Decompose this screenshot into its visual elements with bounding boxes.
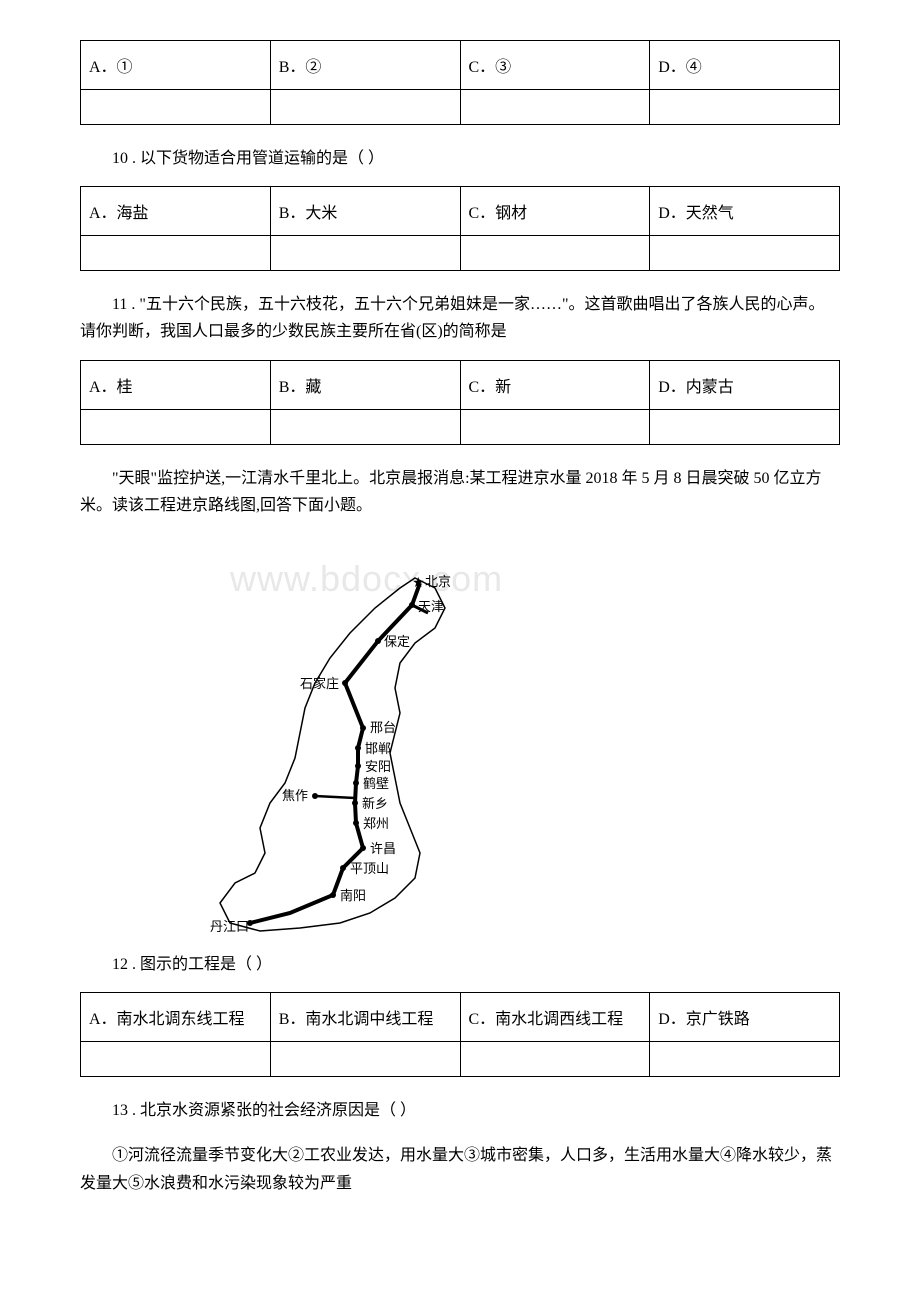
city-hebi: 鹤壁 — [363, 776, 389, 791]
q11-blank-b — [270, 409, 460, 444]
city-xingtai: 邢台 — [370, 720, 396, 735]
q9-blank-b — [270, 90, 460, 125]
q10-text: 10 . 以下货物适合用管道运输的是（ ） — [80, 145, 840, 172]
city-danjiangkou: 丹江口 — [210, 919, 249, 933]
q10-option-b: B．大米 — [270, 187, 460, 236]
q9-options-table: A．① B．② C．③ D．④ — [80, 40, 840, 125]
q11-option-a: A．桂 — [81, 360, 271, 409]
q11-blank-c — [460, 409, 650, 444]
route-map: www.bdocx.com ★ 北京 天津 保定 — [200, 533, 470, 933]
city-tianjin: 天津 — [418, 599, 444, 614]
city-nanyang: 南阳 — [340, 888, 366, 903]
q12-option-c: C．南水北调西线工程 — [460, 993, 650, 1042]
city-shijiazhuang: 石家庄 — [300, 676, 339, 691]
q12-blank-a — [81, 1042, 271, 1077]
q12-blank-d — [650, 1042, 840, 1077]
q10-blank-d — [650, 236, 840, 271]
city-xuchang: 许昌 — [370, 841, 396, 856]
q12-options-table: A．南水北调东线工程 B．南水北调中线工程 C．南水北调西线工程 D．京广铁路 — [80, 992, 840, 1077]
q11-text: 11 . "五十六个民族，五十六枝花，五十六个兄弟姐妹是一家……"。这首歌曲唱出… — [80, 291, 840, 345]
q13-text: 13 . 北京水资源紧张的社会经济原因是（ ） — [80, 1097, 840, 1124]
q9-option-c: C．③ — [460, 41, 650, 90]
svg-text:★: ★ — [412, 576, 425, 591]
city-baoding: 保定 — [384, 634, 410, 649]
q9-blank-c — [460, 90, 650, 125]
passage-text: "天眼"监控护送,一江清水千里北上。北京晨报消息:某工程进京水量 2018 年 … — [80, 465, 840, 519]
q11-option-c: C．新 — [460, 360, 650, 409]
q12-option-a: A．南水北调东线工程 — [81, 993, 271, 1042]
city-anyang: 安阳 — [365, 759, 391, 774]
q9-blank-d — [650, 90, 840, 125]
q11-option-d: D．内蒙古 — [650, 360, 840, 409]
q11-option-b: B．藏 — [270, 360, 460, 409]
map-svg: ★ 北京 天津 保定 石家庄 邢台 邯郸 安阳 鹤壁 焦作 新乡 郑州 许昌 平… — [200, 533, 470, 933]
q9-option-d: D．④ — [650, 41, 840, 90]
city-zhengzhou: 郑州 — [363, 816, 389, 831]
q9-option-b: B．② — [270, 41, 460, 90]
q10-option-a: A．海盐 — [81, 187, 271, 236]
q13-sub: ①河流径流量季节变化大②工农业发达，用水量大③城市密集，人口多，生活用水量大④降… — [80, 1142, 840, 1196]
q12-blank-b — [270, 1042, 460, 1077]
city-pingdingshan: 平顶山 — [350, 861, 389, 876]
q12-text: 12 . 图示的工程是（ ） — [80, 951, 840, 978]
q10-options-table: A．海盐 B．大米 C．钢材 D．天然气 — [80, 186, 840, 271]
q10-option-d: D．天然气 — [650, 187, 840, 236]
city-jiaozuo: 焦作 — [282, 788, 308, 803]
q11-blank-d — [650, 409, 840, 444]
city-beijing: 北京 — [425, 574, 451, 589]
city-xinxiang: 新乡 — [362, 796, 388, 811]
q12-option-d: D．京广铁路 — [650, 993, 840, 1042]
q10-option-c: C．钢材 — [460, 187, 650, 236]
q9-blank-a — [81, 90, 271, 125]
q11-blank-a — [81, 409, 271, 444]
q12-blank-c — [460, 1042, 650, 1077]
q12-option-b: B．南水北调中线工程 — [270, 993, 460, 1042]
q10-blank-b — [270, 236, 460, 271]
q10-blank-c — [460, 236, 650, 271]
q9-option-a: A．① — [81, 41, 271, 90]
q10-blank-a — [81, 236, 271, 271]
city-handan: 邯郸 — [365, 741, 391, 756]
q11-options-table: A．桂 B．藏 C．新 D．内蒙古 — [80, 360, 840, 445]
